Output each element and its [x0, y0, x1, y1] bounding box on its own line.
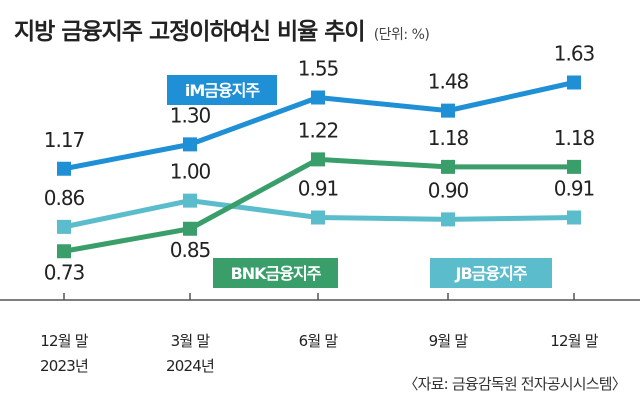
- series-name-label: BNK금융지주: [231, 264, 322, 283]
- data-label: 0.91: [554, 177, 595, 201]
- series-badge: [213, 258, 338, 288]
- data-label: 1.30: [170, 103, 211, 127]
- x-tick-label: 2023년: [40, 357, 88, 375]
- unit-label: (단위: %): [373, 27, 430, 43]
- data-point: [567, 75, 581, 90]
- series-badge: [430, 258, 552, 288]
- data-label: 0.90: [428, 178, 469, 202]
- series-name-label: iM금융지주: [185, 81, 261, 100]
- series-badge: [167, 75, 277, 105]
- data-point: [311, 210, 325, 225]
- data-label: 1.22: [298, 118, 339, 142]
- data-point: [57, 244, 71, 259]
- data-point: [183, 221, 197, 236]
- x-tick-label: 9월 말: [429, 332, 469, 350]
- data-point: [311, 152, 325, 167]
- data-label: 1.17: [44, 128, 85, 152]
- data-point: [57, 161, 71, 176]
- data-point: [311, 90, 325, 105]
- x-tick-label: 12월 말: [40, 332, 88, 350]
- data-label: 0.86: [44, 186, 85, 210]
- data-point: [441, 212, 455, 227]
- series-name-label: JB금융지주: [454, 264, 527, 283]
- x-tick-label: 12월 말: [550, 332, 598, 350]
- x-tick-label: 2024년: [166, 357, 214, 375]
- source-note: 〈자료: 금융감독원 전자공시시스템〉: [403, 375, 626, 393]
- data-label: 1.55: [298, 57, 339, 81]
- data-label: 0.85: [170, 238, 211, 262]
- chart-header: 지방 금융지주 고정이하여신 비율 추이 (단위: %): [14, 12, 430, 46]
- data-point: [183, 193, 197, 208]
- x-tick-label: 3월 말: [171, 332, 211, 350]
- data-label: 0.91: [298, 177, 339, 201]
- data-label: 1.63: [554, 42, 595, 66]
- data-label: 1.00: [170, 160, 211, 184]
- chart-title: 지방 금융지주 고정이하여신 비율 추이: [14, 19, 366, 45]
- data-point: [441, 103, 455, 118]
- data-label: 1.18: [554, 126, 595, 150]
- series-line-1: [63, 156, 574, 254]
- data-point: [567, 210, 581, 225]
- data-point: [441, 159, 455, 174]
- data-label: 1.48: [428, 70, 469, 94]
- x-tick-label: 6월 말: [299, 332, 339, 350]
- data-point: [183, 137, 197, 152]
- data-label: 0.73: [44, 260, 85, 284]
- data-label: 1.18: [428, 126, 469, 150]
- data-point: [567, 159, 581, 174]
- data-point: [57, 219, 71, 234]
